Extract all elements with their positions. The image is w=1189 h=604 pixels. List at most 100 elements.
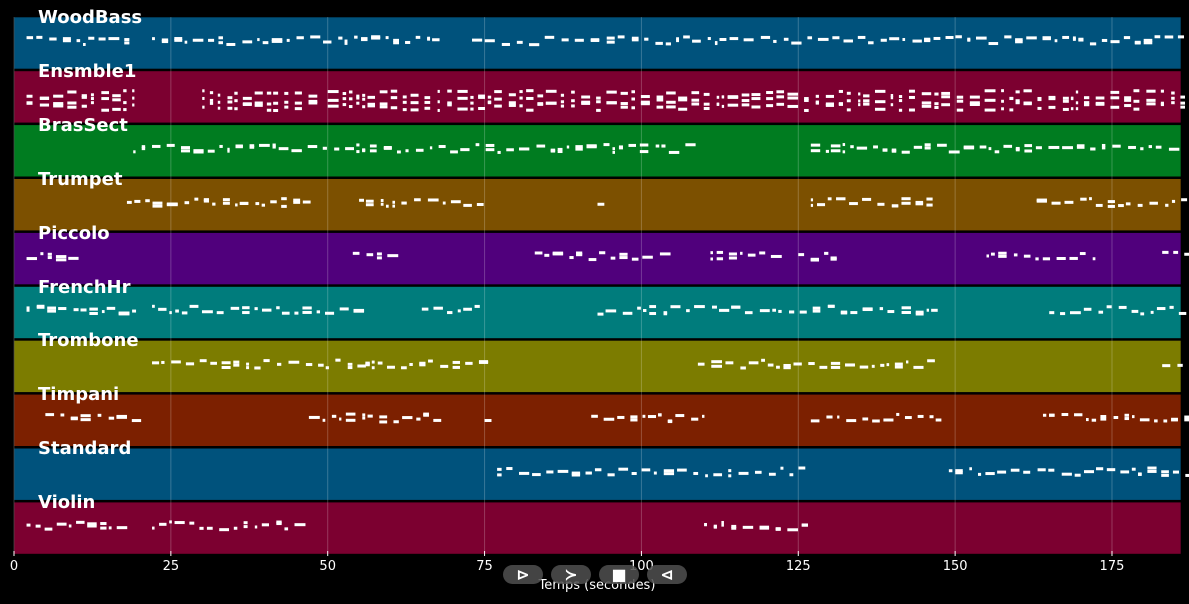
note: [284, 100, 289, 104]
note: [133, 150, 136, 154]
note: [270, 200, 277, 204]
note: [1037, 98, 1042, 102]
note: [647, 415, 657, 419]
note: [1062, 146, 1073, 150]
note: [26, 36, 34, 40]
note: [815, 94, 819, 98]
note: [339, 307, 349, 311]
note: [433, 306, 443, 310]
note: [180, 146, 191, 150]
note: [356, 96, 360, 100]
note: [901, 197, 911, 201]
note: [1089, 197, 1092, 201]
note: [663, 472, 675, 476]
note: [161, 38, 169, 42]
note: [356, 150, 360, 154]
back-button[interactable]: ⊲: [647, 565, 687, 584]
note: [1147, 469, 1157, 473]
note: [152, 144, 161, 148]
note: [697, 362, 705, 366]
note: [201, 310, 213, 314]
note: [1078, 37, 1084, 41]
note: [1110, 105, 1120, 109]
note: [955, 469, 963, 473]
stop-button[interactable]: ■: [599, 565, 639, 584]
note: [1177, 35, 1185, 39]
note: [649, 312, 657, 316]
note: [359, 198, 364, 202]
note: [327, 104, 339, 108]
note: [424, 100, 431, 104]
note: [118, 311, 130, 315]
note: [576, 253, 583, 257]
note: [955, 35, 962, 39]
note: [929, 415, 934, 419]
note: [998, 254, 1007, 258]
note: [169, 311, 172, 315]
note: [152, 361, 160, 365]
note: [393, 420, 399, 424]
note: [259, 143, 270, 147]
note: [161, 360, 165, 364]
note: [356, 143, 360, 147]
note: [1098, 310, 1104, 314]
note: [302, 306, 312, 310]
track-notes: [152, 358, 1183, 370]
note: [716, 250, 724, 254]
note: [631, 472, 637, 476]
forward-button[interactable]: ≻: [551, 565, 591, 584]
note: [387, 365, 395, 369]
note: [778, 309, 782, 313]
note: [62, 39, 71, 43]
note: [242, 102, 252, 106]
note: [371, 366, 375, 370]
note: [793, 362, 802, 366]
note: [810, 149, 821, 153]
note: [776, 365, 780, 369]
note: [810, 198, 814, 202]
note: [380, 198, 384, 202]
note: [392, 204, 396, 208]
note: [342, 103, 347, 107]
note: [97, 413, 102, 417]
note: [356, 101, 360, 105]
note: [367, 414, 373, 418]
note: [70, 416, 78, 420]
note: [1112, 144, 1121, 148]
note: [808, 362, 815, 366]
note: [716, 102, 720, 106]
note: [754, 470, 762, 474]
note: [90, 93, 94, 97]
x-tick-label: 150: [942, 559, 968, 574]
note: [890, 103, 894, 107]
note: [935, 418, 942, 422]
note: [984, 89, 996, 93]
note: [501, 42, 510, 46]
note: [221, 361, 231, 365]
note: [868, 41, 874, 45]
note: [557, 469, 569, 473]
note: [1164, 35, 1174, 39]
note: [166, 143, 175, 147]
note: [26, 523, 31, 527]
note: [365, 361, 370, 365]
play-button[interactable]: ⊳: [503, 565, 543, 584]
note: [246, 366, 250, 370]
note: [945, 35, 954, 39]
note: [385, 204, 389, 208]
note: [606, 101, 617, 105]
note: [1100, 415, 1107, 419]
note: [830, 365, 841, 369]
track-lane: [13, 340, 1182, 393]
note: [948, 469, 953, 473]
note: [1156, 307, 1166, 311]
note: [377, 361, 383, 365]
note: [622, 311, 633, 315]
note: [906, 360, 909, 364]
note: [415, 148, 424, 152]
note: [729, 37, 739, 41]
note: [383, 145, 392, 149]
note: [1075, 90, 1079, 94]
note: [1035, 257, 1039, 261]
